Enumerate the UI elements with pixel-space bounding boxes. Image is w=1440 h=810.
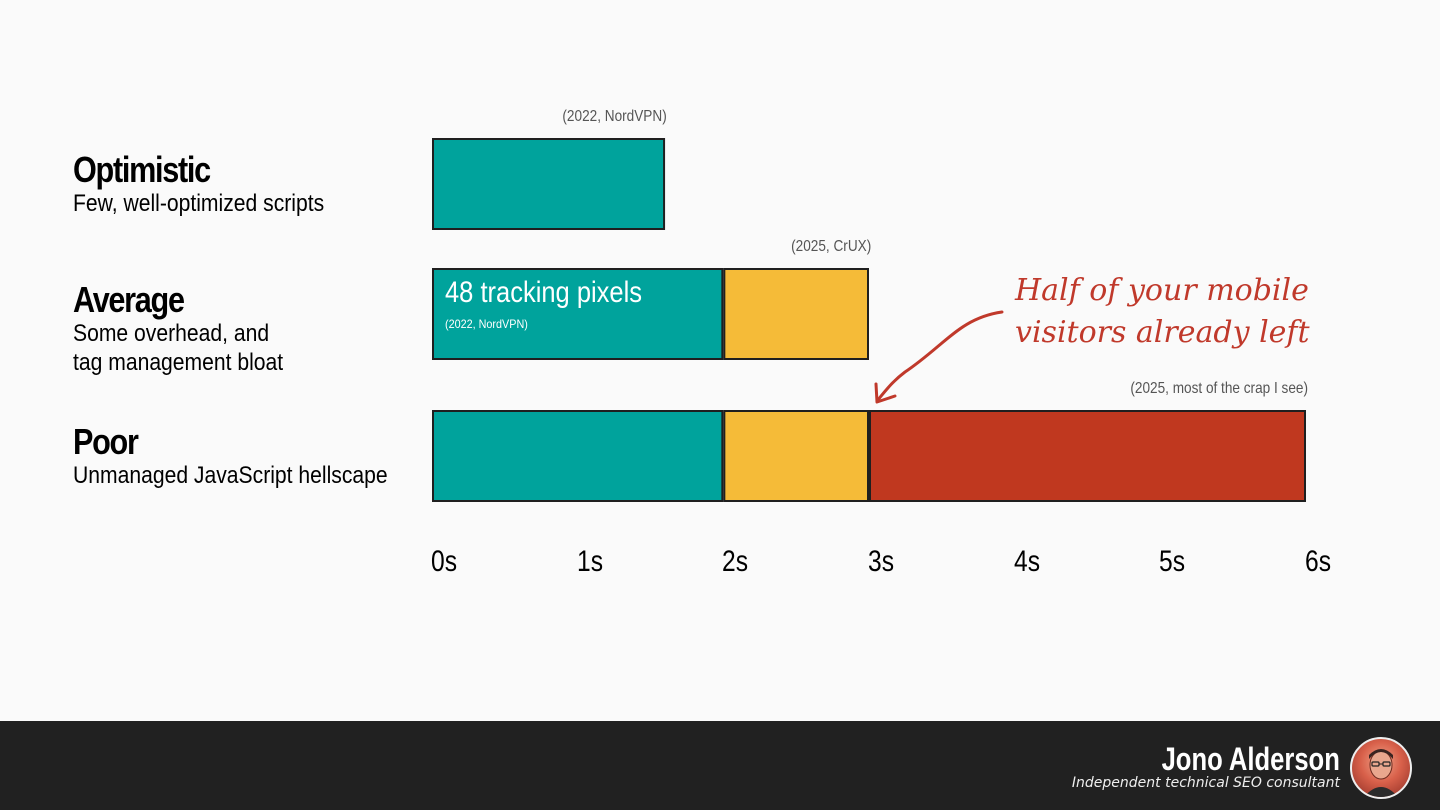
bar-segment-amber: [723, 410, 869, 502]
row-subtitle: Few, well-optimized scripts: [73, 190, 325, 217]
x-tick-label: 0s: [431, 545, 457, 578]
annotation-arrowhead: [874, 382, 897, 404]
x-tick-label: 5s: [1159, 545, 1186, 578]
row-label-optimistic: Optimistic Few, well-optimized scripts: [73, 151, 358, 218]
row-title: Average: [73, 279, 185, 320]
row-subtitle: Some overhead, and: [73, 320, 270, 347]
annotation-line: Half of your mobile: [1015, 273, 1309, 308]
annotation-line: visitors already left: [1015, 315, 1310, 350]
x-tick-label: 2s: [722, 545, 749, 578]
bar-segment-teal: [432, 410, 724, 502]
avatar-face-icon: [1364, 749, 1398, 797]
author-role: Independent technical SEO consultant: [1071, 775, 1340, 791]
source-label: (2022, NordVPN): [562, 108, 668, 125]
row-label-average: Average Some overhead, and tag managemen…: [73, 281, 312, 377]
annotation-text: Half of your mobile visitors already lef…: [1015, 270, 1310, 354]
bar-segment-red: [869, 410, 1306, 502]
bar-segment-teal: [432, 268, 724, 360]
x-tick-label: 6s: [1305, 545, 1331, 578]
row-subtitle-line2: tag management bloat: [73, 349, 284, 376]
source-label: (2025, CrUX): [790, 238, 871, 255]
bar-segment-amber: [723, 268, 869, 360]
chart-svg: [432, 138, 1306, 502]
row-title: Poor: [73, 421, 139, 462]
x-tick-label: 1s: [576, 545, 603, 578]
inner-bar-label: 48 tracking pixels: [445, 276, 643, 309]
author-name: Jono Alderson: [1161, 741, 1340, 777]
chart: (2022, NordVPN) (2025, CrUX) 48 tracking p…: [431, 108, 1331, 578]
x-tick-label: 3s: [868, 545, 894, 578]
footer: Jono Alderson Independent technical SEO …: [0, 721, 1440, 810]
avatar: [1350, 737, 1412, 799]
row-title: Optimistic: [73, 149, 211, 190]
x-tick-label: 4s: [1013, 545, 1040, 578]
row-label-poor: Poor Unmanaged JavaScript hellscape: [73, 423, 431, 490]
inner-bar-source: (2022, NordVPN): [445, 317, 528, 331]
annotation-arrow: [875, 310, 1004, 403]
source-label: (2025, most of the crap I see): [1130, 380, 1308, 397]
bar-segment-teal: [432, 138, 666, 230]
row-subtitle: Unmanaged JavaScript hellscape: [73, 462, 388, 489]
